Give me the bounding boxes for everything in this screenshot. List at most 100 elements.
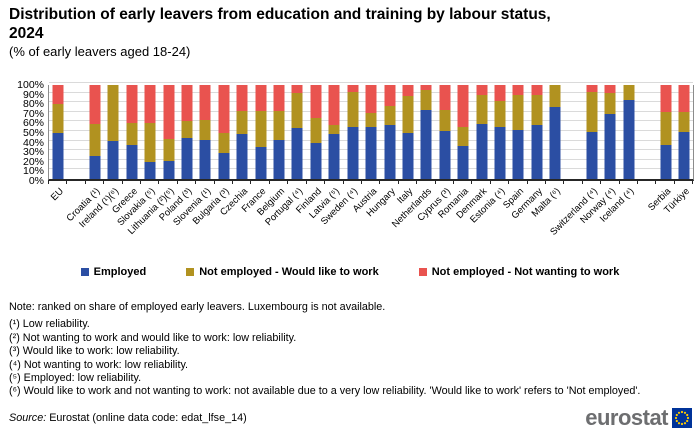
axis-tick <box>618 180 620 184</box>
bar-segment-employed <box>255 147 267 179</box>
axis-tick <box>673 180 675 184</box>
axis-tick <box>66 180 68 184</box>
bar-segment-employed <box>678 132 690 179</box>
axis-tick <box>600 180 602 184</box>
bar-slot: Estonia (⁴) <box>468 85 509 225</box>
axis-tick <box>471 180 473 184</box>
chart-subtitle: (% of early leavers aged 18-24) <box>9 44 191 59</box>
stacked-bar <box>255 85 267 179</box>
axis-tick <box>416 180 418 184</box>
eurostat-logo: eurostat <box>585 405 692 431</box>
bar-segment-not-employed-would-like-to-work <box>402 96 414 133</box>
bar-slot: Portugal (⁴) <box>263 85 306 228</box>
bar-segment-employed <box>163 161 175 179</box>
bar-segment-not-employed-not-wanting-to-work <box>604 85 616 94</box>
stacked-bar <box>365 85 377 179</box>
axis-tick <box>48 180 49 184</box>
bar-segment-not-employed-would-like-to-work <box>236 111 248 134</box>
axis-tick <box>232 180 234 184</box>
bar-slot: Romania <box>436 85 472 221</box>
bar-slot: Malta (⁶) <box>530 85 564 219</box>
legend-item: Not employed - Not wanting to work <box>418 266 620 278</box>
bar-segment-not-employed-not-wanting-to-work <box>181 85 193 121</box>
footnote-line: (⁵) Employed: low reliability. <box>9 372 142 385</box>
bar-slot-gap <box>637 85 656 184</box>
bar-segment-not-employed-not-wanting-to-work <box>328 85 340 126</box>
stacked-bar <box>531 85 543 179</box>
bar-slot: Denmark <box>454 85 490 221</box>
axis-tick <box>563 180 565 184</box>
stacked-bar <box>163 85 175 179</box>
stacked-bar <box>457 85 469 179</box>
bar-segment-not-employed-not-wanting-to-work <box>365 85 377 114</box>
axis-tick <box>158 180 160 184</box>
legend-label: Not employed - Not wanting to work <box>431 266 620 278</box>
bar-segment-not-employed-not-wanting-to-work <box>531 85 543 96</box>
bar-segment-employed <box>494 127 506 179</box>
bar-segment-employed <box>402 132 414 179</box>
plot-area: EU Croatia (¹) Ireland (¹)(⁶) Greece Slovaki… <box>48 82 694 238</box>
stacked-bar <box>604 85 616 179</box>
axis-tick <box>121 180 123 184</box>
bar-segment-not-employed-would-like-to-work <box>512 95 524 131</box>
stacked-bar <box>494 85 506 179</box>
bar-segment-not-employed-would-like-to-work <box>144 122 156 163</box>
bar-slot: Latvia (⁵) <box>307 85 343 221</box>
notes-block: Note: ranked on share of employed early … <box>9 301 695 399</box>
bar-slot: Cyprus (³) <box>415 85 454 224</box>
bar-segment-not-employed-would-like-to-work <box>310 117 322 144</box>
bar-segment-not-employed-not-wanting-to-work <box>236 85 248 112</box>
bar-segment-employed <box>273 140 285 179</box>
bar-segment-employed <box>476 123 488 179</box>
stacked-bar <box>89 85 101 179</box>
bar-segment-employed <box>199 139 211 179</box>
bar-segment-employed <box>181 137 193 179</box>
bar-segment-not-employed-not-wanting-to-work <box>439 85 451 111</box>
bar-segment-employed <box>604 114 616 179</box>
bar-segment-not-employed-not-wanting-to-work <box>420 85 432 90</box>
axis-tick <box>452 180 454 184</box>
bar-segment-not-employed-would-like-to-work <box>384 105 396 126</box>
bar-segment-employed <box>549 106 561 179</box>
bar-slot: Iceland (⁴) <box>598 85 638 225</box>
stacked-bar <box>586 85 598 179</box>
y-tick-label: 60% <box>22 117 44 130</box>
bar-slot: Bulgaria (³) <box>191 85 233 227</box>
stacked-bar <box>420 85 432 179</box>
bar-segment-not-employed-not-wanting-to-work <box>384 85 396 106</box>
bar-segment-not-employed-not-wanting-to-work <box>89 85 101 124</box>
eu-flag-icon <box>672 408 692 428</box>
stacked-bar <box>347 85 359 179</box>
axis-tick <box>103 180 105 184</box>
bar-slot: Lithuania (²)(⁵) <box>126 85 177 237</box>
stacked-bar <box>52 85 64 179</box>
bar-segment-not-employed-would-like-to-work <box>291 93 303 129</box>
legend-item: Employed <box>80 266 146 278</box>
bar-segment-employed <box>623 100 635 179</box>
stacked-bar <box>181 85 193 179</box>
y-tick-label: 70% <box>22 107 44 120</box>
bar-slot: EU <box>48 85 67 203</box>
bar-slot: Greece <box>110 85 141 216</box>
source-line: Source: Eurostat (online data code: edat… <box>9 412 247 424</box>
stacked-bar <box>384 85 396 179</box>
legend: Employed Not employed - Would like to wor… <box>0 266 700 278</box>
legend-swatch <box>80 268 89 276</box>
axis-tick <box>213 180 215 184</box>
y-tick-label: 90% <box>22 88 44 101</box>
bar-segment-employed <box>512 130 524 179</box>
bar-slot-gap <box>563 85 582 184</box>
bar-segment-employed <box>457 146 469 179</box>
stacked-bar <box>291 85 303 179</box>
bar-segment-not-employed-would-like-to-work <box>623 85 635 101</box>
stacked-bar <box>623 85 635 179</box>
eurostat-logo-text: eurostat <box>585 405 668 430</box>
axis-tick <box>176 180 178 184</box>
bar-slot: Switzerland (⁴) <box>548 85 601 238</box>
bar-segment-employed <box>660 145 672 179</box>
bar-slot: Germany <box>509 85 546 221</box>
bar-segment-not-employed-not-wanting-to-work <box>218 85 230 133</box>
bar-segment-not-employed-would-like-to-work <box>531 95 543 126</box>
source-label: Source: <box>9 412 47 424</box>
axis-tick <box>360 180 362 184</box>
